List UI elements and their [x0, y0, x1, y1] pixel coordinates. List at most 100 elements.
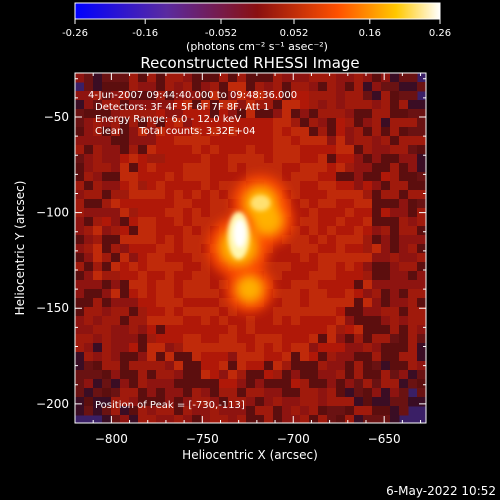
heatmap-cell	[120, 307, 130, 317]
heatmap-cell	[192, 334, 202, 344]
heatmap-cell	[408, 316, 418, 326]
heatmap-cell	[183, 100, 193, 110]
heatmap-cell	[75, 118, 85, 128]
colorbar-tick-label: 0.26	[429, 28, 451, 39]
heatmap-bright-source	[207, 174, 294, 313]
heatmap-cell	[327, 280, 337, 290]
heatmap-cell	[147, 361, 157, 371]
heatmap-cell	[147, 316, 157, 326]
heatmap-cell	[264, 109, 274, 119]
heatmap-cell	[390, 262, 400, 272]
source-arc-top	[250, 195, 271, 212]
heatmap-cell	[390, 406, 400, 416]
heatmap-cell	[300, 271, 310, 281]
heatmap-cell	[327, 271, 337, 281]
heatmap-cell	[201, 361, 211, 371]
heatmap-cell	[102, 298, 112, 308]
heatmap-cell	[84, 154, 94, 164]
heatmap-cell	[156, 316, 166, 326]
heatmap-cell	[327, 379, 337, 389]
heatmap-cell	[120, 280, 130, 290]
heatmap-cell	[93, 325, 103, 335]
heatmap-cell	[291, 73, 301, 83]
heatmap-cell	[219, 145, 229, 155]
heatmap-cell	[318, 172, 328, 182]
heatmap-cell	[381, 181, 391, 191]
heatmap-cell	[183, 82, 193, 92]
heatmap-cell	[399, 136, 409, 146]
heatmap-cell	[300, 199, 310, 209]
heatmap-cell	[381, 190, 391, 200]
heatmap-cell	[129, 136, 139, 146]
heatmap-cell	[93, 109, 103, 119]
heatmap-cell	[255, 388, 265, 398]
heatmap-cell	[174, 271, 184, 281]
heatmap-cell	[408, 262, 418, 272]
heatmap-cell	[84, 316, 94, 326]
heatmap-cell	[210, 280, 220, 290]
heatmap-cell	[237, 307, 247, 317]
heatmap-cell	[75, 190, 85, 200]
heatmap-cell	[264, 307, 274, 317]
heatmap-cell	[93, 127, 103, 137]
heatmap-cell	[354, 244, 364, 254]
heatmap-cell	[147, 379, 157, 389]
heatmap-cell	[201, 370, 211, 380]
heatmap-cell	[246, 397, 256, 407]
heatmap-cell	[192, 289, 202, 299]
heatmap-cell	[165, 82, 175, 92]
heatmap-cell	[138, 73, 148, 83]
heatmap-cell	[165, 91, 175, 101]
heatmap-cell	[84, 397, 94, 407]
heatmap-cell	[345, 172, 355, 182]
heatmap-cell	[246, 91, 256, 101]
heatmap-cell	[399, 217, 409, 227]
heatmap-cell	[129, 415, 139, 423]
heatmap-cell	[354, 253, 364, 263]
heatmap-cell	[390, 226, 400, 236]
heatmap-cell	[129, 163, 139, 173]
heatmap-cell	[201, 136, 211, 146]
heatmap-cell	[129, 244, 139, 254]
heatmap-cell	[327, 217, 337, 227]
heatmap-cell	[399, 145, 409, 155]
heatmap-cell	[381, 352, 391, 362]
heatmap-cell	[273, 280, 283, 290]
heatmap-cell	[309, 199, 319, 209]
heatmap-cell	[138, 415, 148, 423]
heatmap-cell	[327, 235, 337, 245]
heatmap-cell	[381, 118, 391, 128]
heatmap-cell	[102, 244, 112, 254]
heatmap-cell	[363, 190, 373, 200]
heatmap-cell	[102, 352, 112, 362]
heatmap-cell	[210, 343, 220, 353]
heatmap-cell	[282, 316, 292, 326]
heatmap-cell	[147, 226, 157, 236]
heatmap-cell	[318, 100, 328, 110]
heatmap-cell	[246, 82, 256, 92]
heatmap-cell	[300, 226, 310, 236]
heatmap-cell	[228, 325, 238, 335]
heatmap-cell	[327, 136, 337, 146]
heatmap-cell	[201, 100, 211, 110]
heatmap-cell	[147, 172, 157, 182]
heatmap-cell	[300, 136, 310, 146]
heatmap-cell	[354, 136, 364, 146]
heatmap-cell	[174, 217, 184, 227]
heatmap-cell	[111, 73, 121, 83]
heatmap-cell	[399, 100, 409, 110]
heatmap-cell	[219, 325, 229, 335]
heatmap-cell	[120, 172, 130, 182]
heatmap-cell	[84, 244, 94, 254]
heatmap-cell	[363, 271, 373, 281]
heatmap-cell	[300, 262, 310, 272]
heatmap-cell	[147, 118, 157, 128]
heatmap-cell	[102, 226, 112, 236]
heatmap-cell	[174, 82, 184, 92]
heatmap-cell	[309, 388, 319, 398]
heatmap-cell	[210, 190, 220, 200]
heatmap-cell	[417, 271, 426, 281]
heatmap-cell	[417, 190, 426, 200]
heatmap-cell	[327, 406, 337, 416]
heatmap-cell	[129, 199, 139, 209]
